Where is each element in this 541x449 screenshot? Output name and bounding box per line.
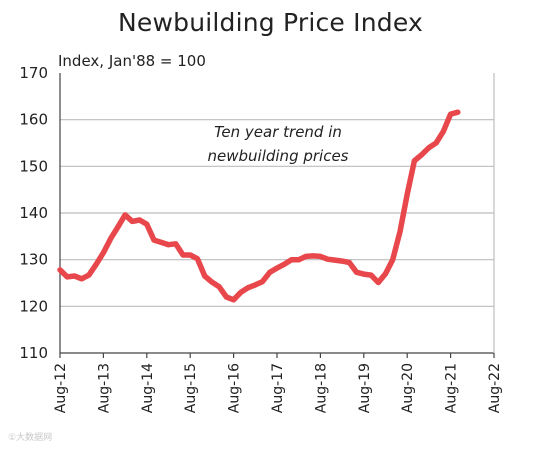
data-point: [209, 279, 215, 285]
data-point: [361, 271, 366, 277]
chart-title: Newbuilding Price Index: [118, 8, 423, 37]
data-point: [65, 274, 70, 280]
data-point: [166, 242, 171, 247]
y-tick-label: 110: [19, 344, 48, 362]
x-tick-label: Aug-22: [487, 363, 503, 413]
x-tick-label: Aug-17: [270, 363, 286, 413]
y-axis-ticks: 110 120 130 140 150 160 170: [19, 64, 48, 362]
data-point: [202, 273, 207, 279]
data-point: [332, 257, 338, 263]
annotation-line-2: newbuilding prices: [208, 147, 349, 165]
data-point: [253, 282, 258, 288]
x-tick-label: Aug-19: [357, 363, 373, 413]
x-tick-label: Aug-13: [96, 363, 112, 413]
y-tick-label: 150: [19, 157, 48, 175]
y-tick-label: 120: [19, 297, 48, 315]
data-point: [347, 260, 352, 265]
gridlines: [60, 119, 494, 307]
data-point: [412, 158, 417, 163]
data-point: [397, 229, 403, 234]
y-tick-label: 160: [19, 111, 48, 129]
x-axis-ticks: Aug-12 Aug-13 Aug-14 Aug-15 Aug-16 Aug-17 Aug-…: [53, 353, 503, 413]
data-point: [296, 257, 301, 262]
data-point: [405, 192, 410, 197]
data-point: [426, 145, 432, 150]
y-tick-label: 140: [19, 204, 48, 222]
y-tick-label: 170: [19, 64, 48, 82]
chart-subtitle: Index, Jan'88 = 100: [58, 52, 206, 70]
x-tick-label: Aug-20: [400, 363, 416, 413]
data-point: [260, 279, 265, 284]
x-tick-label: Aug-12: [53, 363, 69, 413]
data-point: [231, 297, 236, 302]
data-point: [238, 290, 243, 295]
data-point: [115, 224, 121, 230]
data-point: [455, 110, 460, 115]
x-tick-label: Aug-16: [227, 363, 243, 413]
data-point: [180, 252, 186, 258]
data-point: [325, 257, 330, 262]
data-point: [318, 254, 323, 259]
data-point: [188, 252, 193, 258]
data-point: [448, 111, 453, 117]
data-point: [72, 273, 77, 279]
data-point: [137, 217, 142, 223]
data-point: [101, 250, 106, 255]
data-point: [390, 257, 395, 262]
data-point: [79, 276, 84, 281]
series-group: [57, 109, 461, 303]
data-point: [282, 262, 287, 267]
data-point: [94, 262, 99, 267]
data-point: [173, 241, 178, 246]
data-point: [130, 219, 135, 224]
y-tick-label: 130: [19, 251, 48, 269]
data-point: [151, 237, 157, 243]
data-point: [267, 270, 272, 275]
data-point: [86, 272, 92, 278]
data-point: [108, 236, 113, 241]
data-point: [57, 267, 63, 273]
x-tick-label: Aug-18: [313, 363, 329, 413]
data-point: [368, 272, 374, 278]
data-point: [419, 152, 424, 157]
data-point: [195, 256, 200, 261]
data-point: [433, 140, 439, 146]
data-point: [216, 284, 222, 289]
x-tick-label: Aug-15: [183, 363, 199, 413]
data-point: [376, 280, 381, 285]
annotation-line-1: Ten year trend in: [214, 123, 342, 141]
data-point: [289, 257, 294, 262]
data-point: [339, 258, 345, 264]
x-tick-label: Aug-14: [140, 363, 156, 413]
data-point: [274, 265, 280, 271]
x-tick-label: Aug-21: [444, 363, 460, 413]
data-point: [303, 254, 309, 259]
watermark: ①大数据网: [8, 433, 53, 443]
data-point: [311, 253, 316, 259]
data-point: [383, 271, 388, 276]
data-point: [354, 270, 359, 275]
data-point: [441, 129, 446, 134]
data-point: [159, 240, 164, 245]
data-point: [224, 294, 229, 300]
data-point: [245, 285, 251, 290]
data-point: [122, 212, 128, 218]
data-point: [144, 222, 149, 227]
